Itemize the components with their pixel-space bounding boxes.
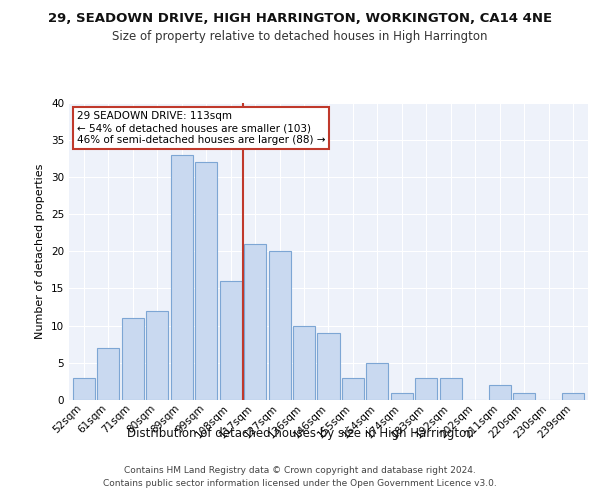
Text: Contains HM Land Registry data © Crown copyright and database right 2024.: Contains HM Land Registry data © Crown c… <box>124 466 476 475</box>
Y-axis label: Number of detached properties: Number of detached properties <box>35 164 46 339</box>
Bar <box>220 281 242 400</box>
Bar <box>391 392 413 400</box>
Text: 29 SEADOWN DRIVE: 113sqm
← 54% of detached houses are smaller (103)
46% of semi-: 29 SEADOWN DRIVE: 113sqm ← 54% of detach… <box>77 112 325 144</box>
Bar <box>415 378 437 400</box>
Bar <box>367 363 388 400</box>
Bar <box>562 392 584 400</box>
Text: Size of property relative to detached houses in High Harrington: Size of property relative to detached ho… <box>112 30 488 43</box>
Bar <box>146 310 168 400</box>
Bar <box>122 318 143 400</box>
Bar <box>244 244 266 400</box>
Bar <box>514 392 535 400</box>
Bar <box>195 162 217 400</box>
Bar <box>97 348 119 400</box>
Text: Contains public sector information licensed under the Open Government Licence v3: Contains public sector information licen… <box>103 479 497 488</box>
Bar <box>269 252 290 400</box>
Bar <box>293 326 315 400</box>
Bar <box>170 154 193 400</box>
Bar <box>317 333 340 400</box>
Bar <box>73 378 95 400</box>
Bar <box>489 385 511 400</box>
Text: Distribution of detached houses by size in High Harrington: Distribution of detached houses by size … <box>127 428 473 440</box>
Text: 29, SEADOWN DRIVE, HIGH HARRINGTON, WORKINGTON, CA14 4NE: 29, SEADOWN DRIVE, HIGH HARRINGTON, WORK… <box>48 12 552 26</box>
Bar <box>440 378 462 400</box>
Bar <box>342 378 364 400</box>
